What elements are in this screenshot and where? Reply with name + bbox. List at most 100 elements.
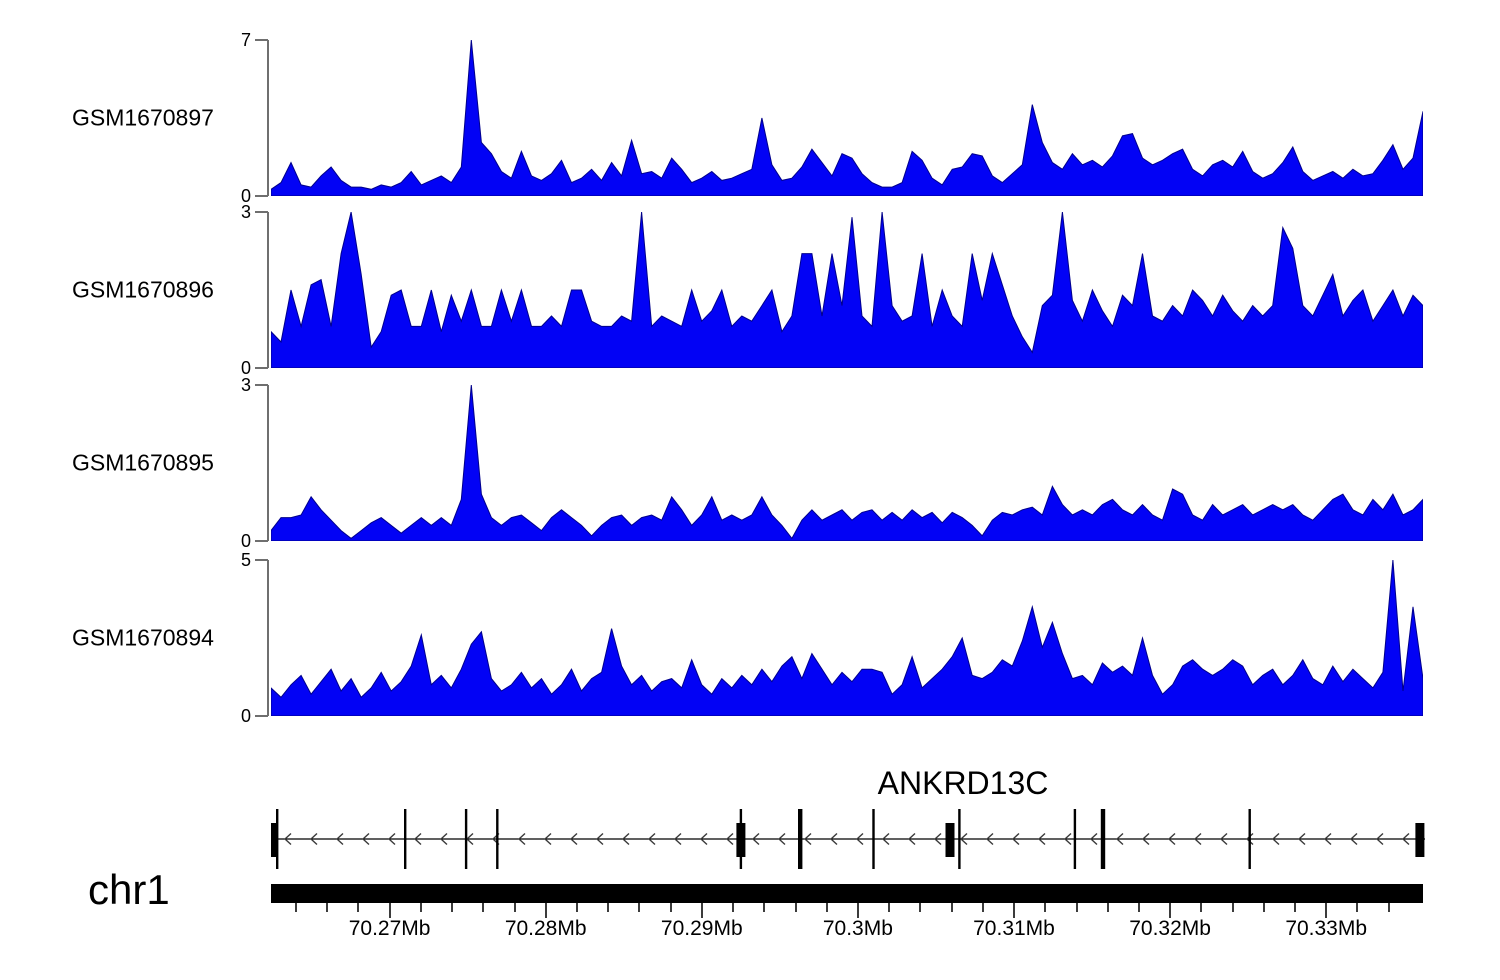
xaxis-major-tick [856, 903, 859, 918]
exon-thick-line [798, 809, 803, 869]
yaxis-max-label: 5 [240, 550, 251, 570]
xaxis-minor-tick [419, 903, 422, 912]
strand-arrow-left-icon [439, 832, 448, 846]
yaxis-tick-top [255, 211, 268, 213]
xaxis-major-tick [700, 903, 703, 918]
exon-box [1415, 823, 1425, 857]
strand-arrow-left-icon [1193, 832, 1202, 846]
xaxis-minor-tick [295, 903, 297, 912]
strand-arrow-left-icon [1167, 832, 1176, 846]
strand-arrow-left-icon [543, 832, 552, 846]
yaxis-line [267, 40, 269, 196]
xaxis-tick-label: 70.33Mb [1285, 917, 1368, 940]
signal-plot [271, 385, 1423, 541]
strand-arrow-left-icon [1375, 832, 1384, 846]
yaxis-min-label: 0 [240, 706, 251, 726]
yaxis-tick-bottom [255, 715, 268, 717]
track-gsm1670895: GSM1670895 3 0 [0, 376, 1500, 550]
strand-arrow-left-icon [1037, 832, 1046, 846]
xaxis-minor-tick [607, 903, 610, 912]
signal-plot [271, 212, 1423, 368]
xaxis-tick-label: 70.32Mb [1129, 917, 1211, 940]
xaxis-minor-tick [451, 903, 454, 912]
xaxis-minor-tick [1356, 903, 1359, 912]
signal-plot [271, 560, 1423, 716]
strand-arrow-left-icon [1401, 832, 1410, 846]
strand-arrow-left-icon [1063, 832, 1072, 846]
strand-arrow-left-icon [413, 832, 422, 846]
strand-arrow-left-icon [673, 832, 682, 846]
yaxis-tick-bottom [255, 540, 268, 542]
strand-arrow-left-icon [621, 832, 630, 846]
xaxis-minor-tick [1075, 903, 1078, 912]
strand-arrow-left-icon [309, 832, 318, 846]
gene-annotation-track: ANKRD13C [0, 765, 1500, 880]
strand-arrow-left-icon [517, 832, 526, 846]
xaxis-minor-tick [732, 903, 734, 912]
track-gsm1670896: GSM1670896 3 0 [0, 203, 1500, 377]
exon-box [945, 823, 955, 857]
track-label: GSM1670895 [72, 449, 214, 476]
yaxis-max-label: 3 [240, 375, 251, 395]
xaxis-minor-tick [576, 903, 578, 912]
gene-name-label: ANKRD13C [877, 765, 1049, 801]
xaxis-minor-tick [357, 903, 360, 912]
chromosome-bar [271, 884, 1423, 903]
strand-arrow-left-icon [881, 832, 890, 846]
exon-line [1073, 809, 1077, 869]
track-label: GSM1670894 [72, 624, 214, 651]
strand-arrow-left-icon [1245, 832, 1254, 846]
xaxis-minor-tick [1231, 903, 1234, 912]
xaxis-minor-tick [763, 903, 766, 912]
yaxis-min-label: 0 [240, 186, 251, 206]
exon-thick-line [1100, 809, 1106, 869]
signal-area [271, 212, 1423, 368]
exon-line [464, 809, 468, 869]
xaxis-tick-label: 70.28Mb [504, 917, 587, 940]
strand-arrow-left-icon [725, 832, 734, 846]
xaxis-tick-label: 70.31Mb [973, 917, 1055, 940]
strand-arrow-left-icon [829, 832, 838, 846]
yaxis-tick-bottom [255, 195, 268, 197]
xaxis-minor-tick [1044, 903, 1047, 912]
yaxis-max-label: 7 [240, 30, 251, 50]
strand-arrow-left-icon [283, 832, 292, 846]
xaxis-minor-tick [1137, 903, 1140, 912]
xaxis-minor-tick [1294, 903, 1296, 912]
xaxis-major-tick [1169, 903, 1172, 918]
exon-line [958, 809, 961, 869]
strand-arrow-left-icon [361, 832, 370, 846]
xaxis-major-tick [1013, 903, 1015, 918]
exon-line [1248, 809, 1251, 869]
xaxis-minor-tick [326, 903, 329, 912]
xaxis-tick-label: 70.27Mb [348, 917, 431, 940]
strand-arrow-left-icon [907, 832, 916, 846]
yaxis-max-label: 3 [240, 202, 251, 222]
exon-line [496, 809, 499, 869]
exon-line [276, 809, 279, 869]
track-label: GSM1670897 [72, 104, 214, 131]
xaxis-minor-tick [1387, 903, 1390, 912]
strand-arrow-left-icon [855, 832, 864, 846]
strand-arrow-left-icon [1297, 832, 1306, 846]
xaxis-tick-label: 70.29Mb [660, 917, 743, 940]
gene-model [271, 809, 1425, 869]
yaxis-tick-top [255, 559, 268, 561]
strand-arrow-left-icon [1011, 832, 1020, 846]
xaxis-tick-label: 70.3Mb [822, 917, 893, 940]
signal-area [271, 560, 1423, 716]
strand-arrow-left-icon [933, 832, 942, 846]
strand-arrow-left-icon [1115, 832, 1124, 846]
strand-arrow-left-icon [1141, 832, 1150, 846]
strand-arrow-left-icon [959, 832, 968, 846]
strand-arrow-left-icon [1271, 832, 1280, 846]
exon-box [271, 823, 278, 857]
strand-arrow-left-icon [569, 832, 578, 846]
yaxis-tick-bottom [255, 367, 268, 369]
strand-arrow-left-icon [1089, 832, 1098, 846]
strand-arrow-left-icon [1349, 832, 1358, 846]
signal-area [271, 40, 1423, 196]
yaxis-tick-top [255, 384, 268, 386]
xaxis-minor-tick [638, 903, 641, 912]
